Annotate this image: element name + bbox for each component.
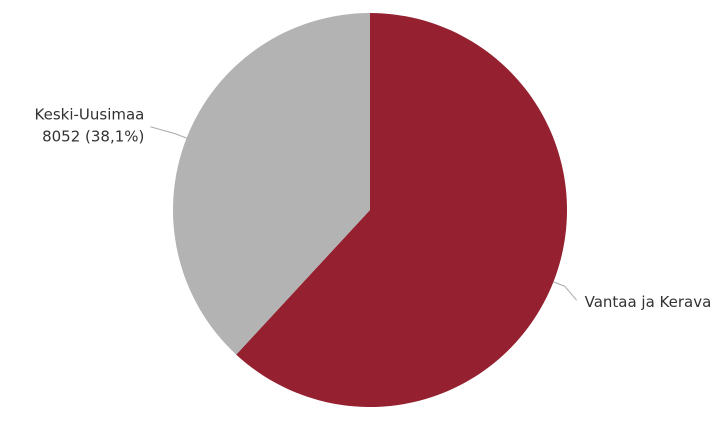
slice-name: Vantaa ja Kerava bbox=[585, 293, 712, 311]
pie-slice bbox=[173, 12, 370, 355]
leader-line bbox=[150, 126, 187, 139]
slice-value: 8052 (38,1%) bbox=[42, 127, 144, 145]
slice-label: Vantaa ja Kerava13073 (61.9%) bbox=[585, 293, 712, 311]
slice-name: Keski-Uusimaa bbox=[35, 105, 145, 123]
pie-slice bbox=[236, 13, 568, 407]
leader-line bbox=[553, 281, 577, 301]
